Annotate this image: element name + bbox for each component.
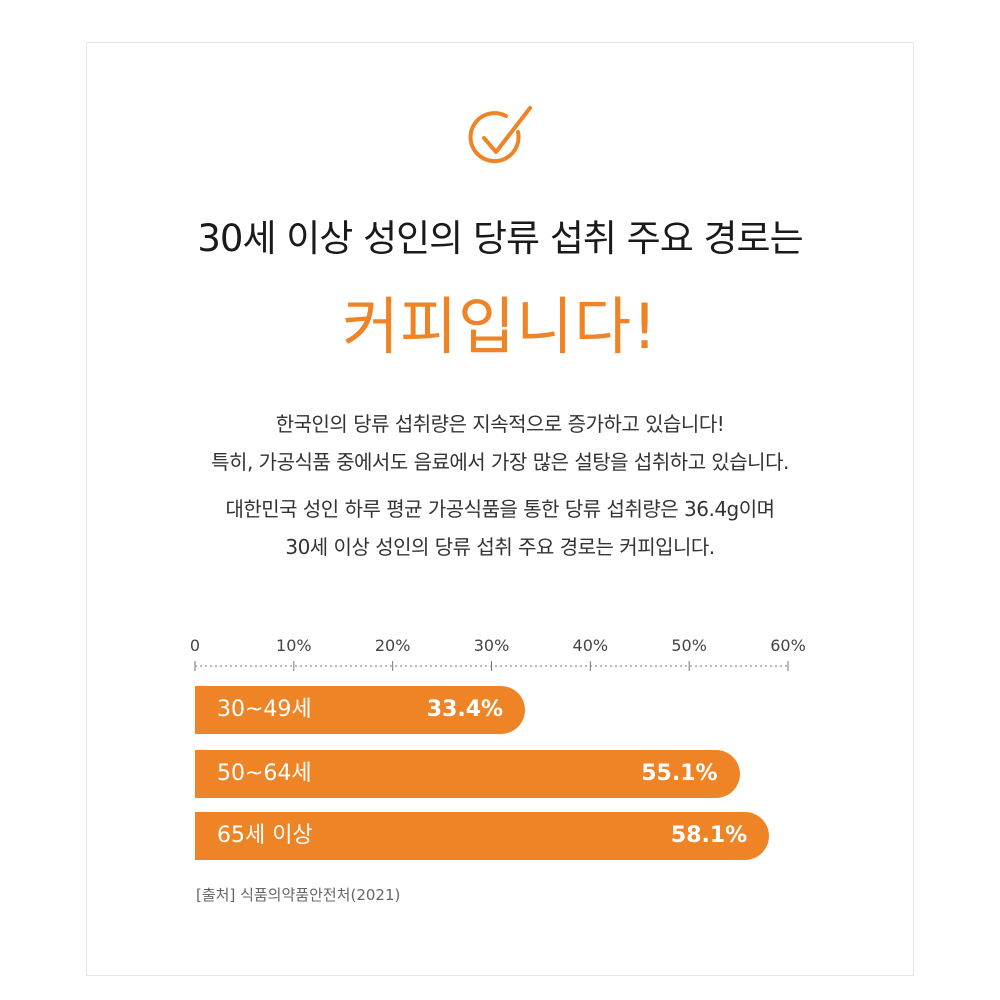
bar-value-label: 33.4% — [426, 697, 504, 722]
bar-category-label: 30~49세 — [217, 697, 312, 722]
bar: 30~49세 33.4% — [195, 686, 526, 734]
description-line-3: 대한민국 성인 하루 평균 가공식품을 통한 당류 섭취량은 36.4g이며 — [225, 497, 775, 521]
description-line-4: 30세 이상 성인의 당류 섭취 주요 경로는 커피입니다. — [285, 535, 715, 559]
headline-line1: 30세 이상 성인의 당류 섭취 주요 경로는 — [197, 217, 803, 260]
x-tick-label: 0 — [189, 636, 201, 655]
x-tick-label: 50% — [671, 636, 707, 655]
x-tick-label: 30% — [473, 636, 510, 655]
x-tick-label: 40% — [572, 636, 609, 655]
x-tick-label: 60% — [770, 636, 806, 655]
bar-value-label: 55.1% — [641, 761, 718, 786]
description-line-2: 특히, 가공식품 중에서도 음료에서 가장 많은 설탕을 섭취하고 있습니다. — [211, 450, 789, 474]
description-line-1: 한국인의 당류 섭취량은 지속적으로 증가하고 있습니다! — [275, 412, 725, 436]
x-tick-label: 20% — [374, 636, 411, 655]
headline-line2: 커피입니다! — [341, 290, 659, 363]
source-note: [출처] 식품의약품안전처(2021) — [196, 886, 401, 904]
bar-value-label: 58.1% — [670, 823, 748, 848]
x-tick-label: 10% — [276, 636, 312, 655]
bar-category-label: 50~64세 — [217, 761, 312, 786]
bar-category-label: 65세 이상 — [217, 823, 313, 848]
bar: 65세 이상 58.1% — [195, 812, 770, 860]
x-axis — [194, 661, 789, 671]
checkmark-circle-icon — [468, 106, 532, 164]
bar: 50~64세 55.1% — [195, 750, 740, 798]
